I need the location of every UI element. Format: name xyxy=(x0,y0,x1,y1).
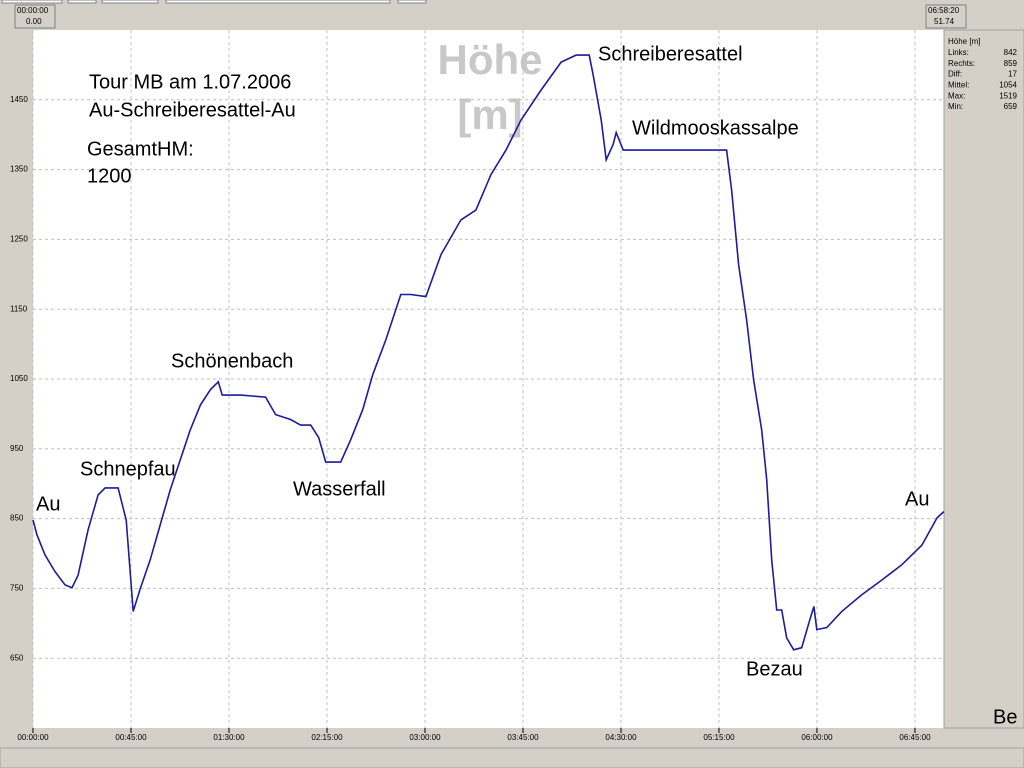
cursor-value: 0.00 xyxy=(26,17,42,26)
panel-title: Höhe [m] xyxy=(948,37,980,46)
corner-text: Be xyxy=(993,706,1017,728)
x-tick-label: 00:00:00 xyxy=(17,733,49,742)
watermark: [m] xyxy=(457,91,522,138)
panel-value: 1054 xyxy=(999,81,1017,90)
y-tick-label: 1050 xyxy=(10,374,28,383)
place-label: Wildmooskassalpe xyxy=(632,117,799,139)
y-tick-label: 1450 xyxy=(10,95,28,104)
panel-key: Rechts: xyxy=(948,59,975,68)
x-tick-label: 03:00:00 xyxy=(409,733,441,742)
note: Tour MB am 1.07.2006 xyxy=(89,71,291,93)
tab xyxy=(67,0,97,4)
x-tick-label: 03:45:00 xyxy=(507,733,539,742)
cursor-value: 51.74 xyxy=(934,17,955,26)
top-bar xyxy=(0,0,1024,30)
note: Au-Schreiberesattel-Au xyxy=(89,99,296,121)
panel-value: 659 xyxy=(1004,102,1018,111)
panel-value: 1519 xyxy=(999,91,1017,100)
cursor-box xyxy=(925,4,967,29)
y-tick-label: 1350 xyxy=(10,165,28,174)
tab xyxy=(397,0,427,4)
stats-panel xyxy=(943,29,1024,729)
cursor-time: 00:00:00 xyxy=(17,6,49,15)
y-tick-label: 850 xyxy=(10,514,24,523)
place-label: Au xyxy=(905,488,929,510)
y-tick-label: 650 xyxy=(10,653,24,662)
tab xyxy=(165,0,391,4)
x-tick-label: 04:30:00 xyxy=(605,733,637,742)
place-label: Bezau xyxy=(746,658,803,680)
panel-value: 842 xyxy=(1004,48,1018,57)
panel-key: Diff: xyxy=(948,70,962,79)
cursor-time: 06:58:20 xyxy=(928,6,960,15)
x-tick-label: 02:15:00 xyxy=(311,733,343,742)
place-label: Au xyxy=(36,493,60,515)
panel-value: 17 xyxy=(1008,70,1017,79)
panel-key: Min: xyxy=(948,102,963,111)
y-tick-label: 950 xyxy=(10,444,24,453)
x-tick-label: 05:15:00 xyxy=(703,733,735,742)
cursor-box xyxy=(14,4,56,29)
y-tick-label: 1250 xyxy=(10,235,28,244)
x-tick-label: 06:00:00 xyxy=(801,733,833,742)
watermark: Höhe xyxy=(438,36,543,83)
panel-key: Links: xyxy=(948,48,969,57)
elevation-line xyxy=(32,54,945,651)
place-label: Schnepfau xyxy=(80,458,176,480)
tab xyxy=(1,0,63,4)
place-label: Schönenbach xyxy=(171,350,293,372)
y-tick-label: 1150 xyxy=(10,304,28,313)
x-tick-label: 00:45:00 xyxy=(115,733,147,742)
status-bar xyxy=(0,747,1024,768)
x-tick-label: 01:30:00 xyxy=(213,733,245,742)
panel-key: Max: xyxy=(948,91,965,100)
panel-key: Mittel: xyxy=(948,81,969,90)
tab xyxy=(101,0,159,4)
panel-value: 859 xyxy=(1004,59,1018,68)
place-label: Wasserfall xyxy=(293,478,386,500)
x-tick-label: 06:45:00 xyxy=(899,733,931,742)
y-tick-label: 750 xyxy=(10,584,24,593)
note: 1200 xyxy=(87,165,132,187)
place-label: Schreiberesattel xyxy=(598,43,743,65)
note: GesamtHM: xyxy=(87,138,194,160)
